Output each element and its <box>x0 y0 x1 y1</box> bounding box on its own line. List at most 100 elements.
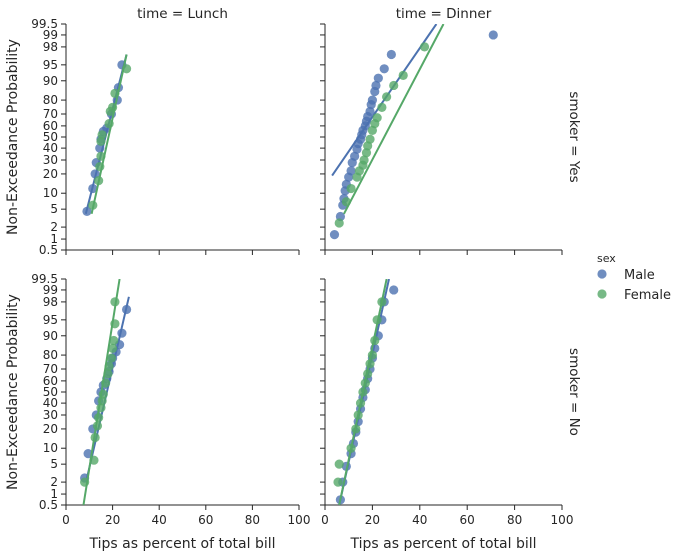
y-tick-label: 95 <box>43 313 58 327</box>
y-tick-label: 50 <box>43 130 58 144</box>
data-point <box>97 130 107 140</box>
x-tick-label: 20 <box>105 513 120 527</box>
data-point <box>379 64 389 74</box>
data-point <box>329 230 340 240</box>
fit-line <box>85 296 130 479</box>
legend: sex Male Female <box>597 252 671 303</box>
y-tick-label: 5 <box>50 457 58 471</box>
facet-row-title: smoker = No <box>566 348 582 436</box>
x-tick-label: 100 <box>288 513 311 527</box>
legend-marker <box>597 269 607 279</box>
x-tick-label: 20 <box>365 513 380 527</box>
y-tick-label: 90 <box>43 329 58 343</box>
x-axis-label: Tips as percent of total bill <box>89 536 276 552</box>
x-tick-label: 80 <box>507 513 522 527</box>
series-female <box>333 279 388 505</box>
facet-row-title: smoker = Yes <box>566 91 582 182</box>
y-tick-label: 10 <box>43 186 58 200</box>
data-point <box>419 42 430 52</box>
y-tick-label: 99 <box>43 28 58 42</box>
labels-layer: time = Lunch smoker = Yes Non-Exceedance P… <box>5 6 582 552</box>
y-tick-label: 98 <box>43 40 58 54</box>
data-point <box>361 148 372 158</box>
y-tick-label: 99.5 <box>31 272 58 286</box>
y-tick-label: 1 <box>50 232 58 246</box>
y-axis-label: Non-Exceedance Probability <box>5 294 21 490</box>
fit-line <box>90 54 128 215</box>
series-female <box>80 279 121 505</box>
legend-label: Female <box>624 288 671 303</box>
facet-col-title: time = Dinner <box>396 6 492 22</box>
y-tick-label: 60 <box>43 119 58 133</box>
data-point <box>377 102 387 113</box>
data-point <box>398 70 408 80</box>
data-point <box>365 134 375 144</box>
y-tick-label: 80 <box>43 93 58 107</box>
data-point <box>346 166 356 176</box>
y-tick-label: 40 <box>43 141 58 155</box>
data-point <box>359 155 369 165</box>
data-point <box>389 285 399 295</box>
data-point <box>333 477 343 487</box>
y-tick-label: 50 <box>43 385 58 399</box>
facet-col-title: time = Lunch <box>137 6 228 22</box>
fit-line <box>338 279 388 505</box>
y-tick-label: 20 <box>43 167 58 181</box>
y-tick-label: 95 <box>43 58 58 72</box>
fit-line <box>82 279 121 505</box>
facet-panel: 0 20 40 60 80 100 <box>320 278 574 527</box>
y-tick-label: 0.5 <box>39 498 58 512</box>
facet-panel <box>320 23 563 255</box>
y-tick-label: 30 <box>43 153 58 167</box>
y-tick-label: 1 <box>50 487 58 501</box>
data-point <box>389 80 399 91</box>
y-tick-label: 2 <box>50 220 58 234</box>
y-tick-label: 20 <box>43 422 58 436</box>
data-point <box>371 80 381 91</box>
data-point <box>109 335 119 346</box>
data-point <box>334 218 344 228</box>
x-tick-label: 60 <box>460 513 475 527</box>
series-female <box>88 54 132 215</box>
data-point <box>373 73 383 83</box>
y-tick-label: 90 <box>43 74 58 88</box>
y-tick-label: 70 <box>43 362 58 376</box>
y-tick-label: 99 <box>43 283 58 297</box>
data-point <box>488 30 498 40</box>
data-point <box>386 49 396 60</box>
data-point <box>367 95 377 105</box>
y-tick-label: 98 <box>43 295 58 309</box>
data-point <box>372 113 382 123</box>
y-tick-label: 70 <box>43 107 58 121</box>
data-point <box>108 343 118 353</box>
y-tick-label: 2 <box>50 475 58 489</box>
x-axis-label: Tips as percent of total bill <box>350 536 537 552</box>
series-male <box>80 296 132 483</box>
x-tick-label: 100 <box>551 513 574 527</box>
y-axis-label: Non-Exceedance Probability <box>5 39 21 235</box>
x-tick-label: 0 <box>321 513 329 527</box>
y-tick-label: 5 <box>50 202 58 216</box>
legend-marker <box>597 289 607 299</box>
legend-title: sex <box>597 252 616 265</box>
x-tick-label: 60 <box>198 513 213 527</box>
y-tick-label: 80 <box>43 348 58 362</box>
data-point <box>365 106 375 117</box>
x-tick-label: 40 <box>412 513 427 527</box>
y-tick-label: 0.5 <box>39 243 58 257</box>
data-point <box>350 151 360 161</box>
legend-label: Male <box>624 268 655 283</box>
x-tick-label: 80 <box>245 513 260 527</box>
data-point <box>382 92 392 102</box>
fit-line <box>343 24 445 215</box>
series-female <box>334 24 445 228</box>
series-male <box>329 24 498 240</box>
y-tick-label: 60 <box>43 374 58 388</box>
y-tick-label: 10 <box>43 441 58 455</box>
data-point <box>334 459 344 469</box>
x-tick-label: 40 <box>152 513 167 527</box>
data-point <box>106 353 117 363</box>
